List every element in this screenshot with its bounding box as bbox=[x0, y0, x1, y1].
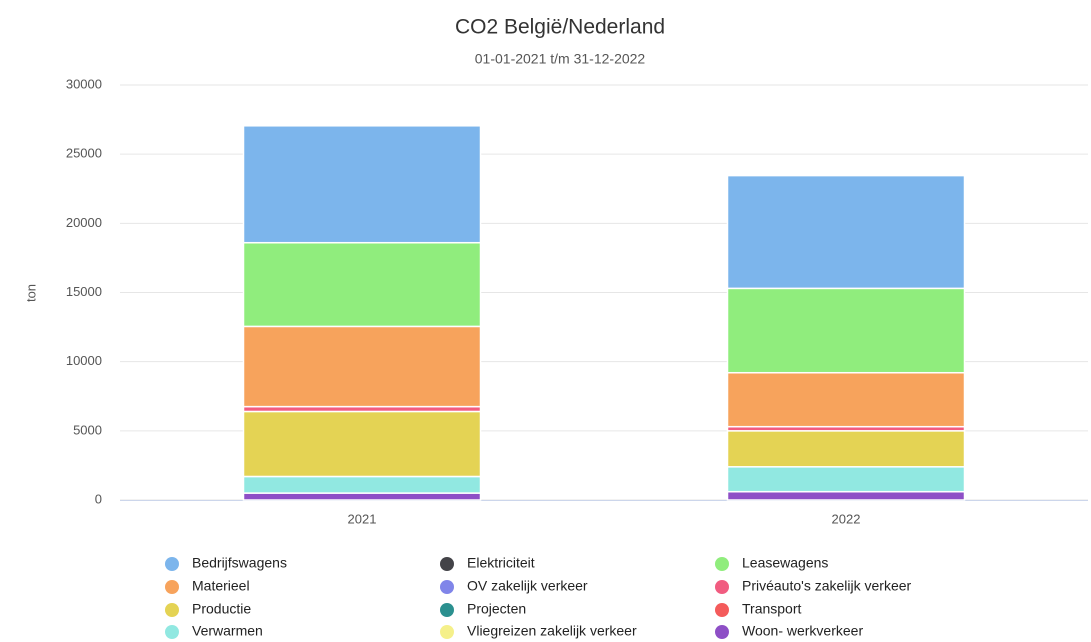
bar-segment bbox=[726, 490, 966, 501]
legend-label: OV zakelijk verkeer bbox=[467, 578, 588, 594]
bar-segment bbox=[242, 410, 482, 478]
legend-label: Privéauto's zakelijk verkeer bbox=[742, 578, 912, 594]
y-tick-label: 0 bbox=[95, 491, 102, 506]
legend-marker bbox=[165, 625, 179, 639]
y-tick-label: 15000 bbox=[66, 284, 102, 299]
legend-marker bbox=[715, 557, 729, 571]
y-tick-label: 30000 bbox=[66, 76, 102, 91]
bar-segment bbox=[242, 325, 482, 408]
x-tick-label: 2022 bbox=[832, 511, 861, 526]
bar-segment bbox=[726, 430, 966, 468]
legend-marker bbox=[715, 580, 729, 594]
legend-marker bbox=[440, 603, 454, 617]
legend-marker bbox=[715, 625, 729, 639]
x-tick-label: 2021 bbox=[348, 511, 377, 526]
legend-marker bbox=[440, 625, 454, 639]
bar-segment bbox=[242, 475, 482, 494]
bar-segment bbox=[242, 492, 482, 501]
y-tick-label: 25000 bbox=[66, 146, 102, 161]
legend-marker bbox=[165, 557, 179, 571]
legend-marker bbox=[715, 603, 729, 617]
legend-label: Bedrijfswagens bbox=[192, 555, 287, 571]
bar-segment bbox=[726, 287, 966, 374]
legend-label: Projecten bbox=[467, 601, 526, 617]
legend-label: Transport bbox=[742, 601, 802, 617]
legend-label: Verwarmen bbox=[192, 623, 263, 639]
bar-segment bbox=[726, 466, 966, 493]
legend-marker bbox=[165, 603, 179, 617]
bar-segment bbox=[726, 174, 966, 290]
y-axis-title: ton bbox=[23, 284, 38, 302]
legend-label: Woon- werkverkeer bbox=[742, 623, 863, 639]
legend-label: Vliegreizen zakelijk verkeer bbox=[467, 623, 637, 639]
legend-label: Leasewagens bbox=[742, 555, 828, 571]
y-tick-label: 5000 bbox=[73, 422, 102, 437]
legend-marker bbox=[165, 580, 179, 594]
legend-label: Materieel bbox=[192, 578, 250, 594]
bar-segment bbox=[242, 125, 482, 244]
bar-segment bbox=[242, 241, 482, 328]
legend-label: Elektriciteit bbox=[467, 555, 535, 571]
legend-label: Productie bbox=[192, 601, 251, 617]
y-tick-label: 10000 bbox=[66, 353, 102, 368]
bar-segment bbox=[726, 371, 966, 428]
chart-title: CO2 België/Nederland bbox=[455, 16, 665, 39]
legend-marker bbox=[440, 580, 454, 594]
legend-marker bbox=[440, 557, 454, 571]
chart-subtitle: 01-01-2021 t/m 31-12-2022 bbox=[475, 51, 646, 67]
y-tick-label: 20000 bbox=[66, 215, 102, 230]
